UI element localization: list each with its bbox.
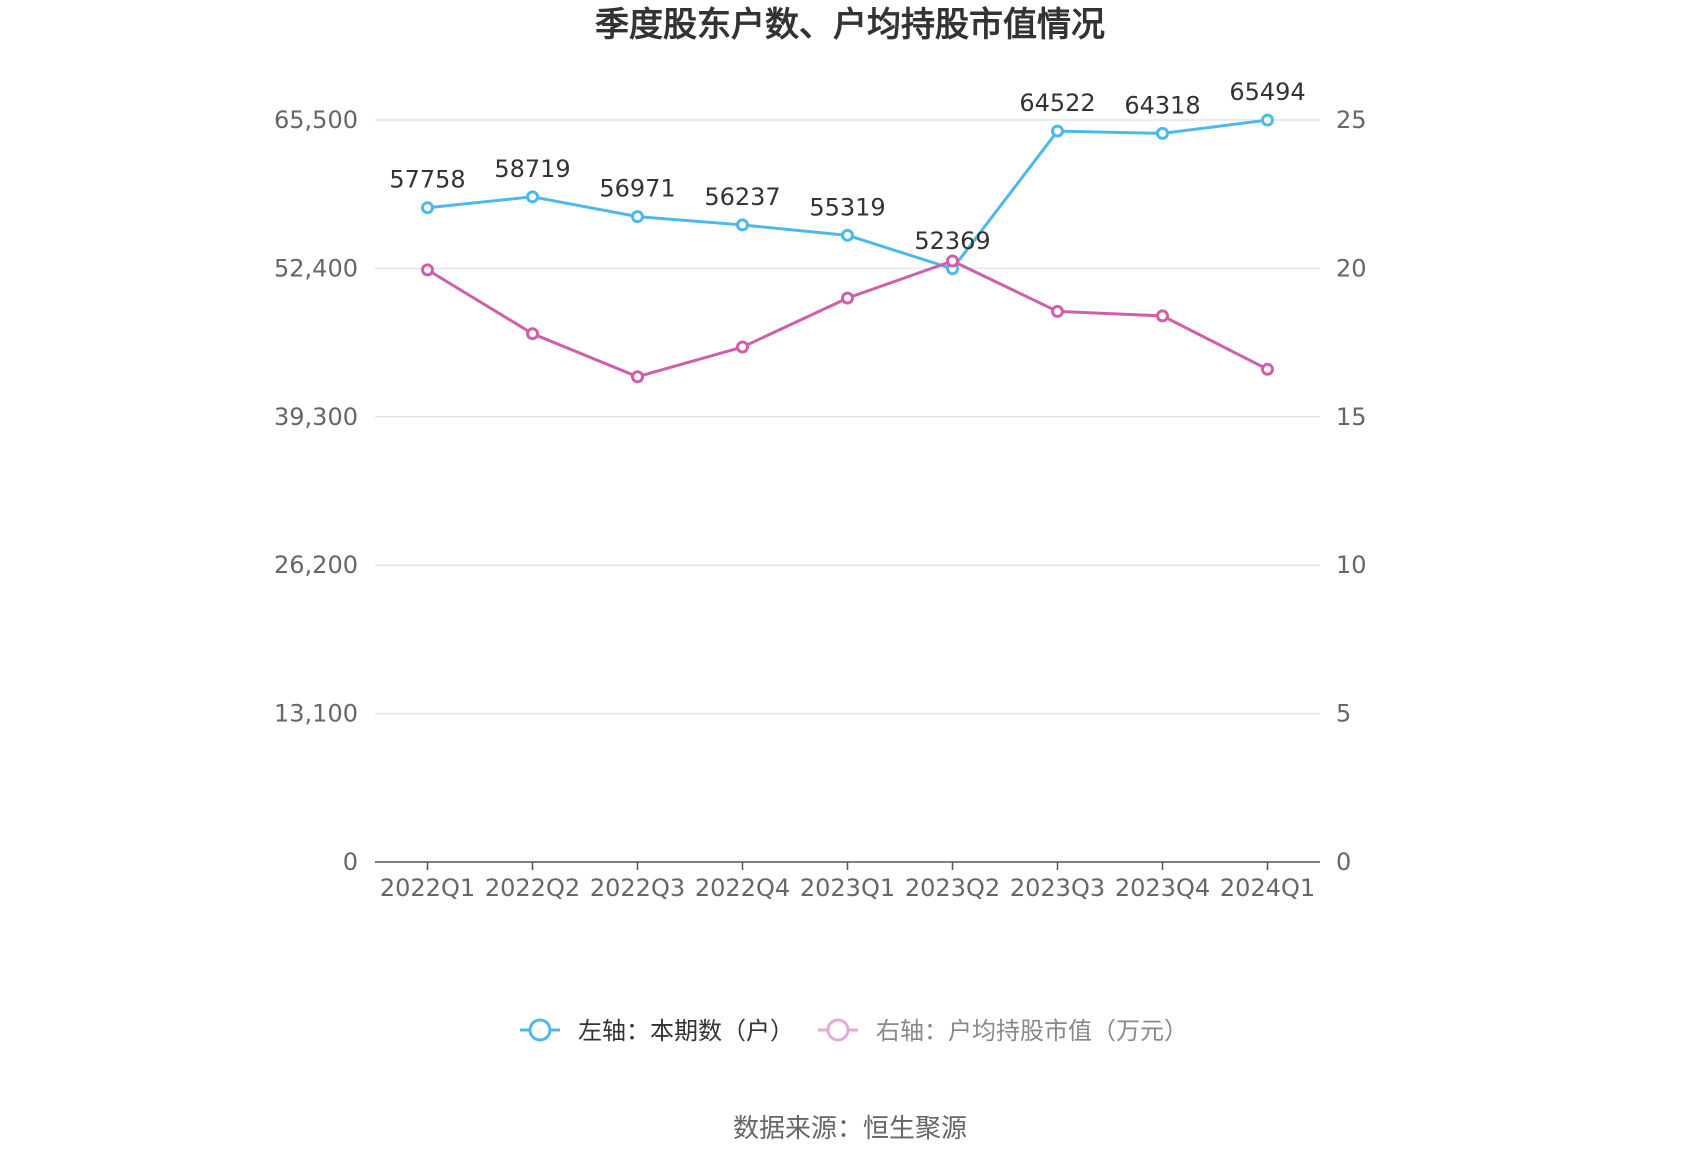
legend-label: 右轴：户均持股市值（万元） (876, 1017, 1188, 1045)
legend-item-holder-count[interactable]: 左轴：本期数（户） (520, 1017, 794, 1045)
left-axis-tick-label: 13,100 (274, 700, 358, 728)
holder-count-point (526, 190, 539, 204)
data-source: 数据来源：恒生聚源 (733, 1114, 967, 1144)
holder-count-point (1051, 124, 1064, 138)
avg-holding-value-point (946, 254, 959, 268)
left-axis-tick-label: 52,400 (274, 254, 358, 282)
x-axis-tick-label: 2024Q1 (1220, 874, 1315, 902)
left-axis-tick-label: 65,500 (274, 106, 358, 134)
x-axis-tick-label: 2022Q1 (380, 874, 475, 902)
avg-holding-value-point (841, 291, 854, 305)
avg-holding-value-line (426, 259, 1269, 379)
legend-swatch-marker (826, 1018, 850, 1042)
legend-item-avg-holding-value[interactable]: 右轴：户均持股市值（万元） (818, 1017, 1188, 1045)
x-axis-tick-label: 2023Q3 (1010, 874, 1105, 902)
right-axis-tick-label: 20 (1336, 254, 1367, 282)
holder-count-data-label: 58719 (494, 155, 570, 183)
left-axis-tick-label: 26,200 (274, 551, 358, 579)
avg-holding-value-point (421, 263, 434, 277)
holder-count-data-label: 64318 (1124, 91, 1200, 119)
holder-count-data-label: 52369 (914, 227, 990, 255)
holder-count-point (1261, 113, 1274, 127)
legend-label: 左轴：本期数（户） (578, 1017, 794, 1045)
right-axis-tick-label: 25 (1336, 106, 1367, 134)
holder-count-data-label: 57758 (389, 166, 465, 194)
avg-holding-value-point (526, 327, 539, 341)
holder-count-data-label: 65494 (1229, 78, 1305, 106)
series-lines (421, 113, 1274, 384)
avg-holding-value-point (1156, 309, 1169, 323)
right-axis-tick-label: 15 (1336, 403, 1367, 431)
holder-count-point (631, 210, 644, 224)
x-axis-tick-label: 2023Q1 (800, 874, 895, 902)
holder-count-point (1156, 126, 1169, 140)
holder-count-point (421, 201, 434, 215)
legend[interactable]: 左轴：本期数（户） 右轴：户均持股市值（万元） (520, 1017, 1188, 1045)
grid-lines (375, 119, 1320, 715)
holder-count-data-label: 55319 (809, 193, 885, 221)
x-axis-tick-label: 2023Q4 (1115, 874, 1210, 902)
axes: 0 0 13,100 5 26,200 10 39,300 15 52,400 20 65,500 2… (274, 106, 1367, 902)
right-axis-tick-label: 5 (1336, 700, 1351, 728)
avg-holding-value-point (1261, 362, 1274, 376)
holder-count-data-label: 64522 (1019, 89, 1095, 117)
avg-holding-value-point (1051, 304, 1064, 318)
x-axis-tick-label: 2023Q2 (905, 874, 1000, 902)
avg-holding-value-point (631, 370, 644, 384)
left-axis-tick-label: 0 (343, 848, 358, 876)
holder-count-point (841, 228, 854, 242)
right-axis-tick-label: 0 (1336, 848, 1351, 876)
x-axis-tick-label: 2022Q3 (590, 874, 685, 902)
right-axis-tick-label: 10 (1336, 551, 1367, 579)
avg-holding-value-point (736, 340, 749, 354)
holder-count-data-label: 56971 (599, 175, 675, 203)
holder-count-data-label: 56237 (704, 183, 780, 211)
x-axis-tick-label: 2022Q4 (695, 874, 790, 902)
holder-count-point (736, 218, 749, 232)
x-axis-tick-label: 2022Q2 (485, 874, 580, 902)
chart-title: 季度股东户数、户均持股市值情况 (595, 5, 1105, 45)
data-labels: 57758 58719 56971 56237 55319 52369 64522 64318… (389, 78, 1305, 255)
legend-swatch-marker (528, 1018, 552, 1042)
left-axis-tick-label: 39,300 (274, 403, 358, 431)
